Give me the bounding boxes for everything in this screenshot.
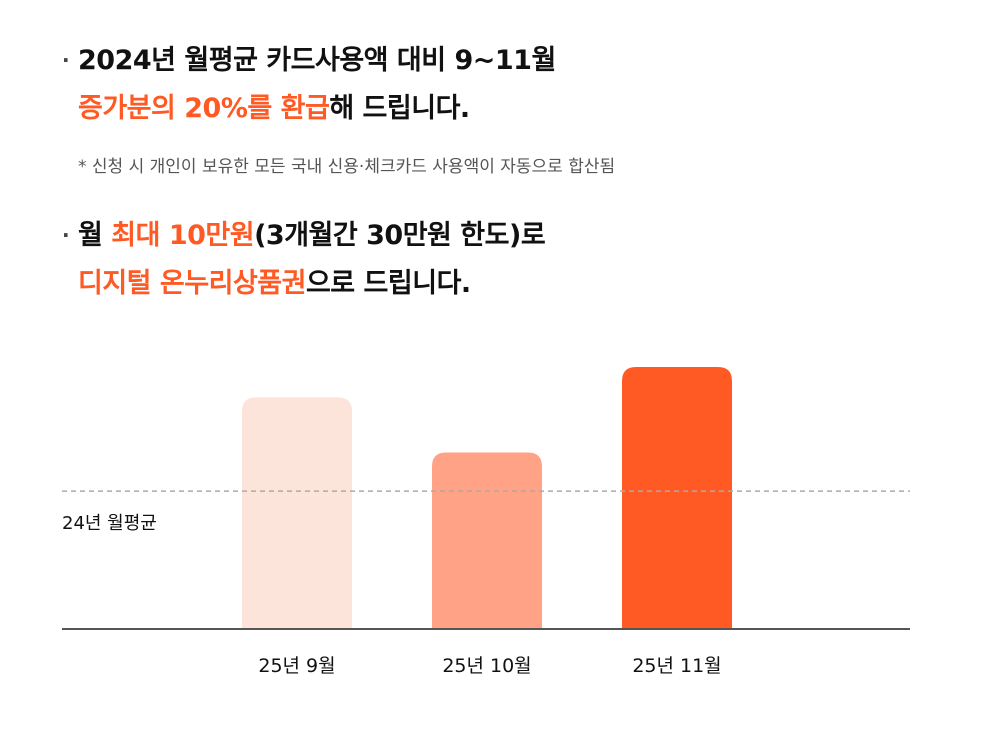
headline-2-line-2: 디지털 온누리상품권으로 드립니다.: [78, 268, 471, 299]
refund-highlight: 증가분의 20%를 환급: [78, 93, 330, 124]
headline-1: · 2024년 월평균 카드사용액 대비 9~11월 증가분의 20%를 환급해 …: [62, 36, 556, 133]
bar-3: [622, 367, 732, 629]
x-tick-label: 25년 11월: [632, 655, 721, 677]
footnote: * 신청 시 개인이 보유한 모든 국내 신용·체크카드 사용액이 자동으로 합…: [78, 157, 616, 177]
x-tick-label: 25년 10월: [442, 655, 531, 677]
max-amount-highlight: 최대 10만원: [111, 220, 255, 251]
headline-2-line-1: · 월 최대 10만원(3개월간 30만원 한도)로: [62, 211, 546, 260]
reference-line-label: 24년 월평균: [62, 513, 157, 534]
bullet-dot: ·: [62, 223, 70, 247]
bar-1: [242, 397, 352, 629]
headline-1-line-1: · 2024년 월평균 카드사용액 대비 9~11월: [62, 36, 556, 85]
x-tick-label: 25년 9월: [258, 655, 335, 677]
voucher-highlight: 디지털 온누리상품권: [78, 268, 306, 299]
headline-1-line-2: 증가분의 20%를 환급해 드립니다.: [78, 93, 470, 124]
bullet-dot: ·: [62, 48, 70, 72]
headline-2: · 월 최대 10만원(3개월간 30만원 한도)로 디지털 온누리상품권으로 드…: [62, 211, 546, 308]
bar-2: [432, 452, 542, 629]
